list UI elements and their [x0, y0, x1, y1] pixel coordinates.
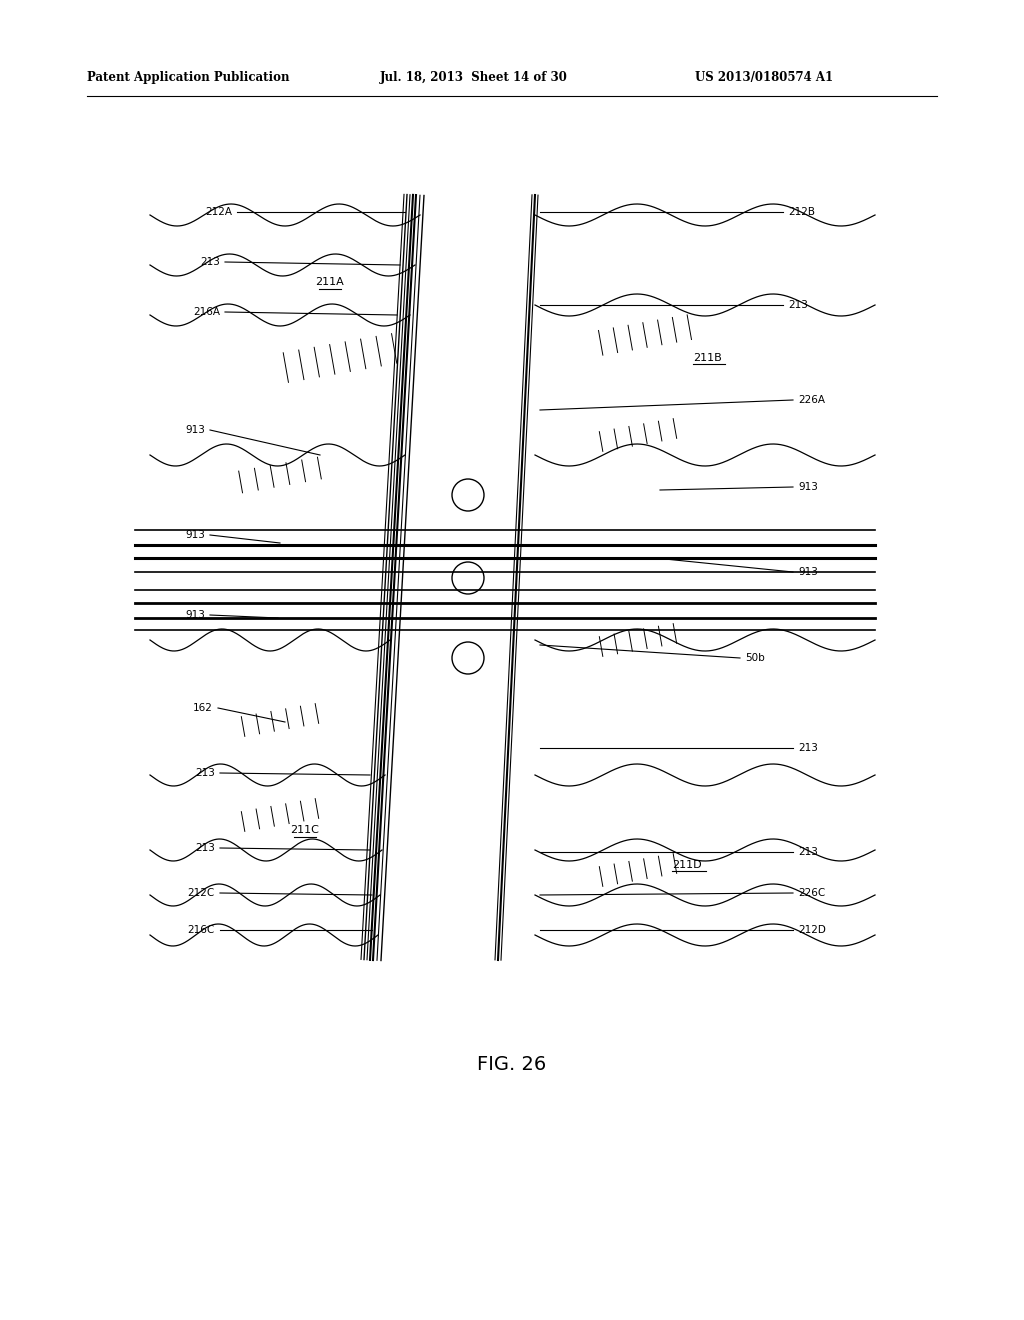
- Text: 226A: 226A: [798, 395, 825, 405]
- Text: 212B: 212B: [788, 207, 815, 216]
- Text: Jul. 18, 2013  Sheet 14 of 30: Jul. 18, 2013 Sheet 14 of 30: [380, 71, 568, 84]
- Text: 213: 213: [200, 257, 220, 267]
- Text: 211A: 211A: [315, 277, 344, 286]
- Text: 211B: 211B: [693, 352, 722, 363]
- Text: 50b: 50b: [745, 653, 765, 663]
- Text: 213: 213: [196, 768, 215, 777]
- Text: 212D: 212D: [798, 925, 826, 935]
- Text: 211D: 211D: [672, 861, 701, 870]
- Text: 216C: 216C: [187, 925, 215, 935]
- Text: 212C: 212C: [187, 888, 215, 898]
- Text: 212A: 212A: [205, 207, 232, 216]
- Text: FIG. 26: FIG. 26: [477, 1056, 547, 1074]
- Text: 226C: 226C: [798, 888, 825, 898]
- Text: 913: 913: [185, 531, 205, 540]
- Text: 162: 162: [194, 704, 213, 713]
- Text: Patent Application Publication: Patent Application Publication: [87, 71, 290, 84]
- Text: 211C: 211C: [291, 825, 319, 836]
- Text: 913: 913: [185, 425, 205, 436]
- Text: 913: 913: [798, 568, 818, 577]
- Text: 213: 213: [788, 300, 808, 310]
- Text: US 2013/0180574 A1: US 2013/0180574 A1: [695, 71, 834, 84]
- Text: 913: 913: [185, 610, 205, 620]
- Text: 213: 213: [798, 743, 818, 752]
- Text: 216A: 216A: [193, 308, 220, 317]
- Text: 213: 213: [798, 847, 818, 857]
- Text: 913: 913: [798, 482, 818, 492]
- Text: 213: 213: [196, 843, 215, 853]
